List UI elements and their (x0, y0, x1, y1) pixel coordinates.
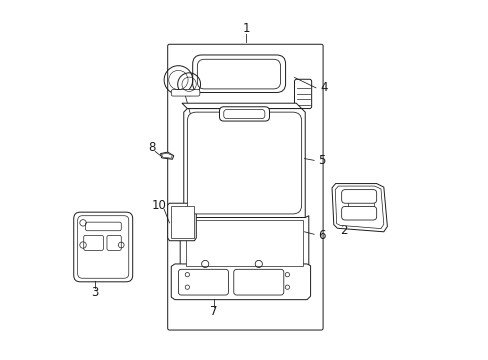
Polygon shape (167, 203, 196, 241)
Polygon shape (185, 220, 303, 266)
Polygon shape (171, 206, 193, 238)
Polygon shape (182, 103, 301, 109)
FancyBboxPatch shape (171, 90, 200, 96)
FancyBboxPatch shape (341, 190, 376, 203)
Text: 6: 6 (317, 229, 325, 242)
FancyBboxPatch shape (224, 110, 264, 118)
FancyBboxPatch shape (167, 44, 323, 330)
FancyBboxPatch shape (85, 222, 121, 231)
FancyBboxPatch shape (233, 269, 283, 295)
Text: 7: 7 (210, 305, 218, 318)
FancyBboxPatch shape (83, 235, 103, 250)
Polygon shape (160, 152, 173, 159)
Text: 1: 1 (242, 22, 249, 35)
Text: 5: 5 (317, 154, 325, 167)
Polygon shape (335, 186, 383, 229)
Polygon shape (162, 153, 172, 158)
FancyBboxPatch shape (178, 269, 228, 295)
FancyBboxPatch shape (78, 216, 128, 278)
FancyBboxPatch shape (74, 212, 132, 282)
Polygon shape (180, 216, 308, 269)
Polygon shape (171, 264, 310, 300)
Text: 4: 4 (320, 81, 327, 94)
FancyBboxPatch shape (197, 59, 280, 89)
FancyBboxPatch shape (107, 235, 121, 250)
Text: 2: 2 (339, 224, 347, 237)
FancyBboxPatch shape (294, 79, 311, 109)
Text: 10: 10 (152, 198, 166, 212)
FancyBboxPatch shape (219, 107, 269, 121)
Text: 3: 3 (91, 286, 99, 299)
FancyBboxPatch shape (341, 206, 376, 220)
FancyBboxPatch shape (187, 112, 301, 214)
FancyBboxPatch shape (192, 55, 285, 93)
Text: 8: 8 (148, 141, 155, 154)
Polygon shape (331, 184, 386, 232)
Text: 9: 9 (190, 116, 198, 129)
Polygon shape (183, 109, 305, 217)
